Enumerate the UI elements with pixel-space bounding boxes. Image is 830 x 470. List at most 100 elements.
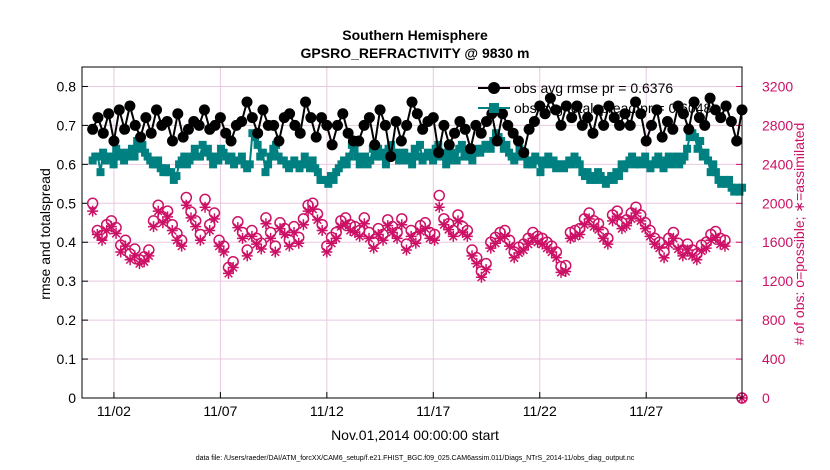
rmse-point: [129, 119, 141, 131]
possible-obs-point: [559, 259, 572, 272]
assimilated-obs-point: [569, 230, 581, 242]
y-right-axis-label: # of obs: o=possible; ∗=assimilated: [791, 123, 807, 346]
rmse-point: [528, 116, 540, 128]
series: [86, 92, 748, 404]
spread-point: [305, 164, 314, 173]
possible-obs-point: [396, 213, 408, 225]
spread-point: [324, 179, 333, 188]
rmse-point: [103, 108, 115, 120]
assimilated-obs-point: [363, 232, 375, 244]
spread-point: [366, 156, 375, 165]
spread-point: [379, 148, 388, 157]
rmse-point: [598, 119, 610, 131]
rmse-point: [677, 108, 689, 120]
possible-obs-point: [367, 236, 380, 248]
spread-point: [99, 148, 108, 157]
spread-point: [544, 152, 553, 161]
rmse-point: [379, 119, 391, 131]
assimilated-obs-point: [110, 227, 122, 239]
rmse-point: [630, 96, 642, 108]
rmse-point: [246, 112, 258, 124]
rmse-point: [369, 139, 381, 151]
assimilated-obs-point: [311, 214, 323, 226]
spread-point: [413, 152, 422, 161]
rmse-point: [268, 119, 280, 131]
possible-obs-point: [433, 189, 446, 202]
assimilated-obs-point: [283, 240, 295, 252]
spread-point: [512, 152, 521, 161]
possible-obs-point: [199, 193, 211, 206]
rmse-point: [374, 104, 386, 116]
assimilated-obs-point: [218, 246, 230, 258]
assimilated-obs-point: [508, 252, 520, 264]
assimilated-obs-point: [344, 225, 356, 237]
spread-point: [253, 140, 262, 149]
spread-point: [167, 168, 176, 177]
rmse-point: [257, 104, 269, 116]
rmse-point: [161, 116, 173, 128]
assimilated-obs-point: [194, 234, 206, 246]
spread-point: [209, 160, 218, 169]
possible-obs-point: [391, 226, 403, 239]
rmse-point: [667, 123, 679, 135]
assimilated-obs-point: [504, 240, 516, 252]
possible-obs-point: [480, 257, 492, 270]
assimilated-obs-point: [222, 267, 234, 279]
possible-obs-point: [152, 199, 164, 211]
spread-point: [342, 160, 351, 169]
rmse-point: [97, 127, 109, 139]
spread-point: [360, 152, 369, 161]
spread-point: [696, 136, 705, 145]
y-right-tick-label: 800: [762, 312, 786, 328]
assimilated-obs-point: [691, 254, 703, 266]
spread-point: [392, 148, 401, 157]
possible-obs-point: [255, 237, 268, 249]
possible-obs-point: [316, 218, 328, 231]
spread-point: [188, 152, 197, 161]
y-right-tick-label: 2000: [762, 195, 793, 211]
assimilated-obs-point: [237, 232, 249, 244]
rmse-point: [539, 108, 551, 120]
spread-point: [405, 152, 414, 161]
rmse-point: [646, 119, 658, 131]
rmse-point: [193, 119, 205, 131]
possible-obs-point: [461, 224, 474, 237]
spread-point: [693, 144, 702, 153]
assimilated-obs-point: [297, 219, 309, 231]
possible-obs-point: [410, 231, 422, 244]
y-right-tick-label: 400: [762, 351, 786, 367]
rmse-point: [401, 119, 413, 131]
assimilated-obs-point: [133, 258, 145, 270]
assimilated-obs-point: [578, 219, 590, 231]
assimilated-obs-point: [232, 222, 244, 234]
y-right-tick-label: 2800: [762, 117, 793, 133]
spread-point: [609, 175, 618, 184]
rmse-point: [534, 100, 546, 112]
spread-point: [214, 156, 223, 165]
spread-point: [345, 152, 354, 161]
spread-point: [264, 160, 273, 169]
rmse-point: [358, 119, 370, 131]
spread-point: [258, 148, 267, 157]
assimilated-obs-point: [368, 242, 380, 254]
rmse-point: [465, 143, 477, 155]
rmse-point: [385, 151, 397, 163]
rmse-point: [326, 139, 338, 151]
assimilated-obs-point: [424, 232, 436, 244]
possible-obs-point: [400, 238, 413, 250]
possible-obs-point: [129, 243, 141, 255]
possible-obs-point: [147, 215, 160, 227]
plot-frame: [81, 66, 743, 399]
assimilated-obs-point: [87, 205, 99, 217]
assimilated-obs-point: [550, 252, 562, 264]
y-right-tick-label: 1600: [762, 234, 793, 250]
y-tick-label: 0: [68, 390, 76, 406]
possible-obs-point: [499, 224, 511, 237]
assimilated-obs-point: [101, 225, 113, 237]
possible-obs-point: [180, 191, 193, 204]
spread-point: [549, 156, 558, 165]
spread-point: [533, 156, 542, 165]
assimilated-obs-point: [279, 228, 291, 240]
spread-point: [180, 152, 189, 161]
rmse-point: [704, 92, 716, 104]
